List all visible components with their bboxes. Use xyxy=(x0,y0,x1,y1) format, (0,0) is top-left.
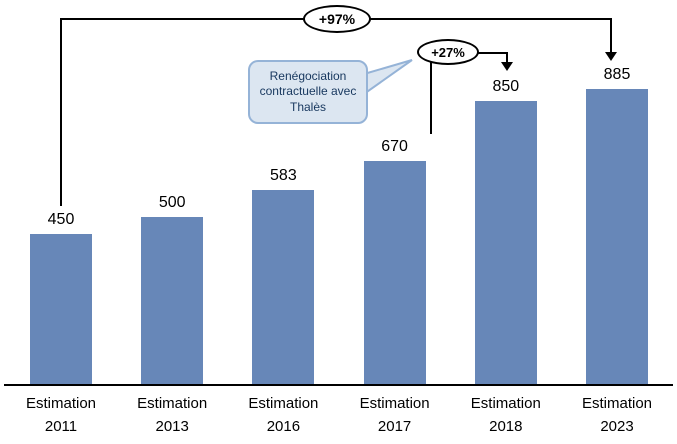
x-axis-label: Estimation 2011 xyxy=(25,395,97,436)
annotation-27-line-right xyxy=(506,52,508,64)
annotation-27-label: +27% xyxy=(431,44,465,60)
annotation-27-arrowhead-icon xyxy=(501,62,513,71)
x-axis-line xyxy=(4,384,673,386)
bar-value-label: 450 xyxy=(47,211,75,228)
bar-value-label: 885 xyxy=(603,66,631,83)
annotation-97-line-left xyxy=(60,18,62,206)
bar xyxy=(363,161,426,384)
x-axis-label: Estimation 2023 xyxy=(581,395,653,436)
bar xyxy=(252,190,315,384)
x-axis-label: Estimation 2018 xyxy=(470,395,541,436)
bar xyxy=(474,101,537,384)
annotation-27-bubble: +27% xyxy=(417,39,479,65)
annotation-97-line-right xyxy=(610,18,612,54)
callout-bubble: Renégociation contractuelle avec Thalès xyxy=(248,60,368,124)
x-axis-label: Estimation 2013 xyxy=(137,395,208,436)
bar-value-label: 850 xyxy=(492,78,520,95)
bar xyxy=(141,217,204,384)
callout-text: Renégociation contractuelle avec Thalès xyxy=(259,68,357,114)
bar-value-label: 583 xyxy=(270,167,297,184)
annotation-97-bubble: +97% xyxy=(303,5,371,33)
bar xyxy=(30,234,92,384)
bar xyxy=(586,89,648,384)
bar-value-label: 670 xyxy=(381,138,408,155)
bar-value-label: 500 xyxy=(158,194,186,211)
annotation-97-label: +97% xyxy=(318,11,356,27)
annotation-27-line-left xyxy=(430,52,432,134)
annotation-97-arrowhead-icon xyxy=(605,52,617,61)
callout-tail-icon xyxy=(363,59,413,96)
x-axis-label: Estimation 2016 xyxy=(248,395,319,436)
x-axis-label: Estimation 2017 xyxy=(359,395,430,436)
